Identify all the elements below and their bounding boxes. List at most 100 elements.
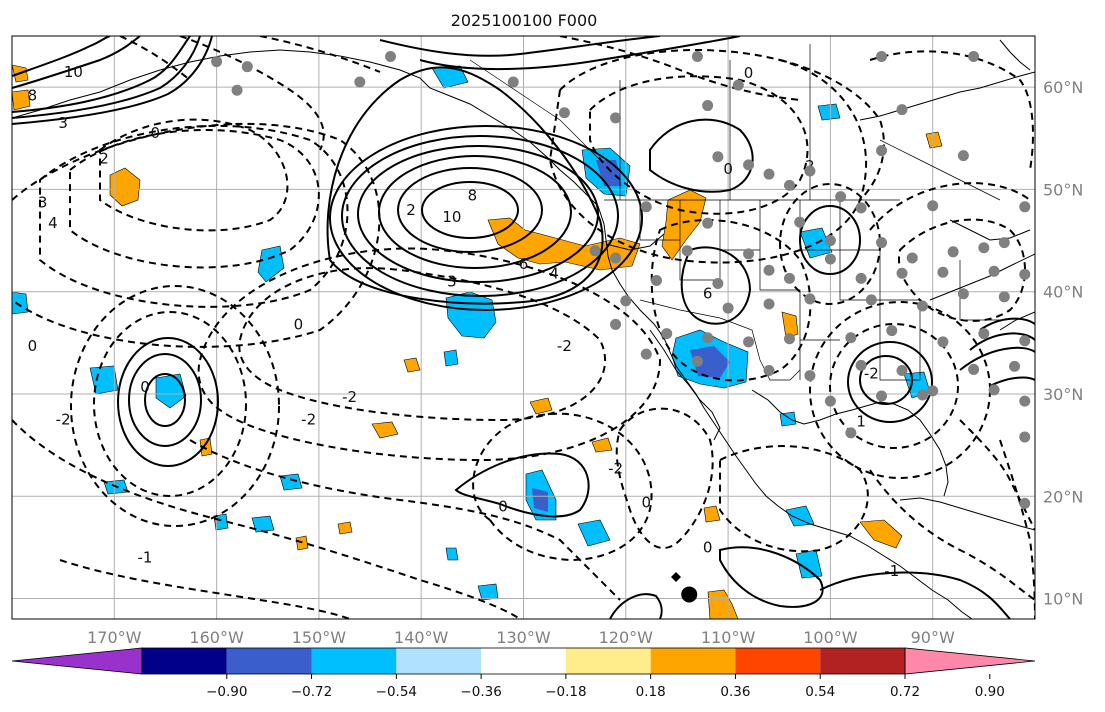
station-dot: [876, 145, 888, 157]
contour-label: 4: [549, 264, 559, 282]
station-dot: [968, 50, 980, 62]
contour-line: [959, 419, 1035, 531]
longitude-label: 110°W: [701, 628, 756, 647]
station-dot: [354, 76, 366, 88]
station-dot: [763, 168, 775, 180]
shaded-region-orange: [371, 421, 399, 439]
contour-line: [12, 36, 141, 89]
contour-line: [719, 546, 824, 608]
station-dot: [743, 336, 755, 348]
station-dot: [620, 295, 632, 307]
colorbar-tick-label: −0.54: [376, 684, 417, 700]
contour-line: [197, 247, 662, 462]
shaded-region-blue: [532, 488, 548, 512]
station-dot: [211, 56, 223, 68]
contour-line: [12, 122, 381, 348]
station-dot: [937, 266, 949, 278]
station-dot: [1019, 268, 1031, 280]
station-dot: [896, 364, 908, 376]
contour-line: [59, 559, 351, 619]
contour-line: [719, 445, 869, 553]
longitude-label: 160°W: [189, 628, 244, 647]
contour-label: 0: [703, 538, 713, 556]
station-dot: [610, 112, 622, 124]
contour-label: -2: [301, 411, 316, 429]
colorbar-tick-label: 0.72: [890, 684, 920, 700]
station-dot: [783, 333, 795, 345]
colorbar-tick-label: 0.36: [720, 684, 750, 700]
station-dot: [927, 200, 939, 212]
contour-label: 6: [703, 285, 713, 303]
contour-line: [12, 36, 213, 125]
station-dot: [876, 237, 888, 249]
colorbar-segment: [820, 648, 905, 674]
contour-line: [70, 285, 280, 527]
shaded-region-orange: [591, 437, 613, 453]
contour-label: 0: [723, 160, 733, 178]
station-dot: [896, 267, 908, 279]
station-dot: [968, 363, 980, 375]
colorbar-segment: [650, 648, 736, 674]
contour-layer: [12, 36, 1035, 619]
station-dot: [610, 252, 622, 264]
station-dot: [978, 328, 990, 340]
longitude-label: 100°W: [803, 628, 858, 647]
contour-line: [421, 181, 519, 239]
contour-label: 10: [64, 63, 83, 81]
colorbar-segment: [311, 648, 397, 674]
contour-line: [259, 36, 381, 73]
contour-line: [12, 36, 201, 119]
contour-label: -2: [557, 337, 572, 355]
shaded-region-cyan: [779, 411, 797, 427]
station-dot: [804, 370, 816, 382]
colorbar-segment: [226, 648, 312, 674]
station-dot: [835, 191, 847, 203]
station-dot: [702, 100, 714, 112]
colorbar-segment: [142, 648, 227, 674]
shaded-anomaly-layer: [12, 64, 943, 619]
map-frame: [11, 35, 1036, 620]
station-dot: [722, 302, 734, 314]
contour-label: -2: [608, 460, 623, 478]
colorbar-tick-label: 0.54: [805, 684, 835, 700]
shaded-region-orange: [109, 167, 141, 207]
contour-label: 2: [99, 150, 109, 168]
contour-line: [144, 373, 186, 427]
contour-label: -1: [884, 562, 899, 580]
contour-line: [189, 439, 621, 601]
figure-title: 2025100100 F000: [451, 11, 598, 30]
contour-label: 8: [468, 187, 478, 205]
station-dot: [794, 216, 806, 228]
shaded-region-orange: [781, 311, 799, 339]
station-dot: [998, 291, 1010, 303]
latitude-label: 40°N: [1043, 283, 1083, 302]
contour-label: -2: [342, 388, 357, 406]
contour-label: 0: [28, 337, 38, 355]
colorbar-segment: [481, 648, 566, 674]
colorbar-outline: [141, 647, 906, 675]
contour-line: [419, 36, 741, 71]
contour-label: 8: [28, 86, 38, 104]
station-dot: [988, 384, 1000, 396]
station-dot: [1019, 497, 1031, 509]
contour-line: [119, 36, 191, 81]
contour-line: [99, 118, 289, 232]
station-dot: [855, 202, 867, 214]
station-dot: [804, 293, 816, 305]
station-dot: [231, 84, 243, 96]
contour-line: [238, 267, 606, 422]
station-dot: [978, 242, 990, 254]
station-dot: [743, 248, 755, 260]
contour-line: [819, 571, 1011, 619]
shaded-region-orange: [703, 505, 721, 523]
shaded-region-orange: [487, 217, 641, 271]
shaded-region-cyan: [443, 349, 459, 367]
shaded-region-cyan: [155, 373, 187, 409]
latitude-label: 50°N: [1043, 180, 1083, 199]
contour-line: [39, 124, 349, 308]
contour-line: [869, 50, 1034, 171]
contour-line: [472, 412, 653, 562]
station-dot: [241, 61, 253, 73]
longitude-label: 120°W: [599, 628, 654, 647]
colorbar-extend-high: [904, 647, 1036, 675]
